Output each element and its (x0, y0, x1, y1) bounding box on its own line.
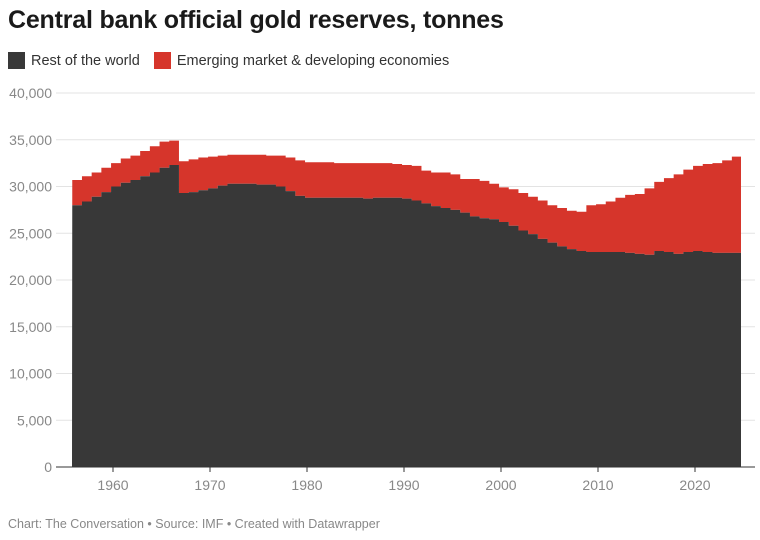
y-tick-label: 20,000 (9, 272, 52, 288)
legend: Rest of the world Emerging market & deve… (8, 52, 449, 69)
y-tick-label: 25,000 (9, 225, 52, 241)
x-tick-label: 2020 (679, 477, 710, 493)
legend-label: Rest of the world (31, 52, 140, 69)
y-tick-label: 15,000 (9, 319, 52, 335)
legend-swatch-emerging (153, 52, 171, 69)
area-rest-of-the-world (72, 164, 741, 467)
y-tick-label: 35,000 (9, 132, 52, 148)
x-tick-label: 2010 (582, 477, 613, 493)
chart-footer: Chart: The Conversation • Source: IMF • … (8, 517, 380, 531)
x-tick-label: 1960 (97, 477, 128, 493)
area-emerging-market-developing-economies (72, 140, 741, 255)
legend-label: Emerging market & developing economies (176, 52, 450, 69)
y-tick-label: 0 (44, 459, 52, 475)
x-tick-label: 2000 (485, 477, 516, 493)
y-tick-label: 10,000 (9, 366, 52, 382)
chart-title: Central bank official gold reserves, ton… (8, 6, 504, 34)
y-tick-label: 5,000 (17, 412, 52, 428)
x-tick-label: 1970 (194, 477, 225, 493)
legend-item-emerging: Emerging market & developing economies (153, 52, 450, 69)
y-tick-label: 40,000 (9, 85, 52, 101)
x-tick-label: 1990 (388, 477, 419, 493)
legend-item-rest-of-world: Rest of the world (8, 52, 140, 69)
legend-swatch-rest-of-world (8, 52, 25, 69)
x-tick-label: 1980 (291, 477, 322, 493)
y-tick-label: 30,000 (9, 179, 52, 195)
